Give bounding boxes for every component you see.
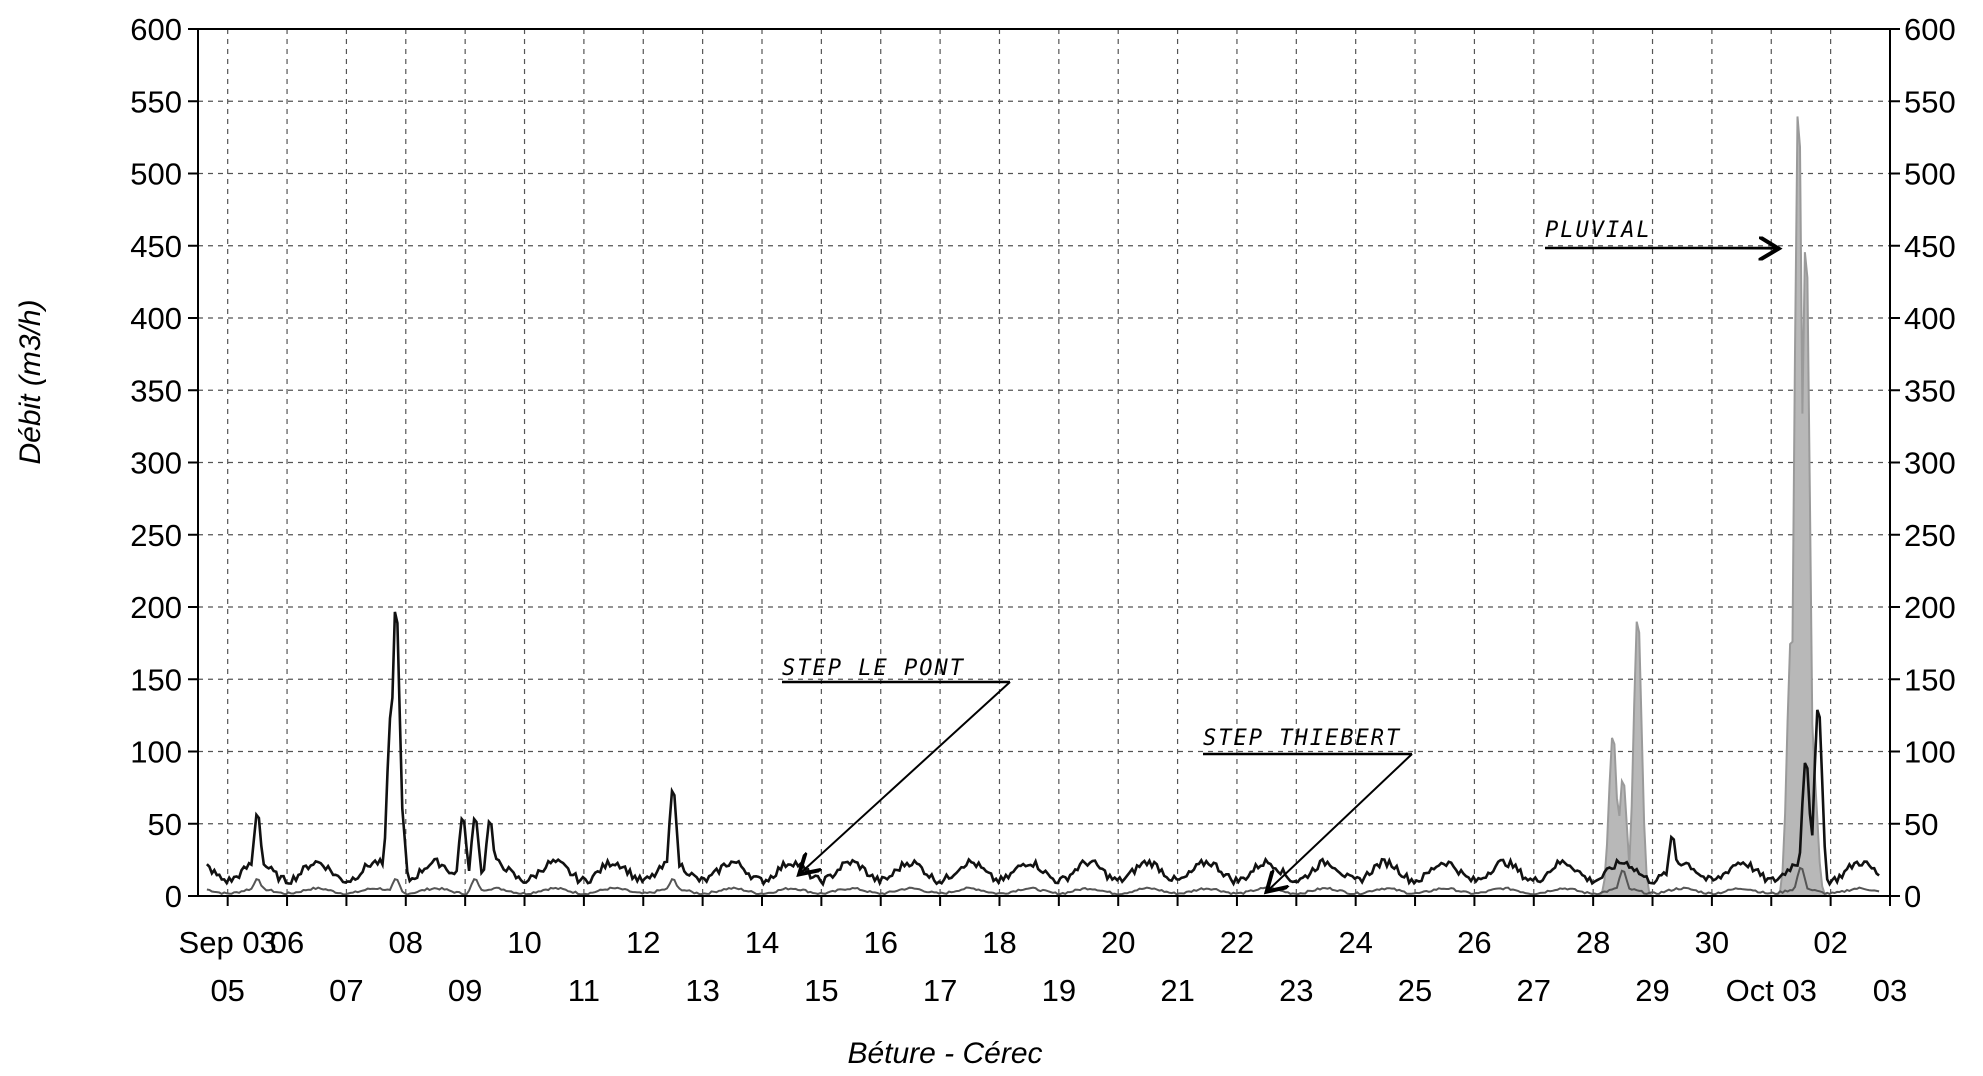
annotation-label: PLUVIAL — [1545, 218, 1652, 243]
y-tick-label-right: 450 — [1904, 229, 1956, 264]
y-tick-label-left: 450 — [130, 229, 182, 264]
x-tick-label: 17 — [923, 973, 957, 1008]
y-tick-label-right: 0 — [1904, 879, 1921, 914]
x-tick-label: 25 — [1398, 973, 1432, 1008]
y-tick-label-right: 150 — [1904, 662, 1956, 697]
y-tick-label-right: 350 — [1904, 373, 1956, 408]
y-tick-label-right: 550 — [1904, 84, 1956, 119]
x-tick-label: 11 — [568, 973, 600, 1008]
y-tick-label-right: 250 — [1904, 518, 1956, 553]
x-tick-label: Oct 03 — [1726, 973, 1817, 1008]
x-tick-label: 29 — [1635, 973, 1669, 1008]
x-tick-label: 19 — [1042, 973, 1076, 1008]
x-tick-label: Sep 03 — [179, 925, 277, 960]
x-tick-label: 12 — [626, 925, 660, 960]
y-tick-label-left: 0 — [165, 879, 182, 914]
y-tick-label-right: 500 — [1904, 157, 1956, 192]
y-tick-label-right: 300 — [1904, 446, 1956, 481]
annotation-arrow — [799, 681, 1011, 874]
x-tick-label: 21 — [1160, 973, 1194, 1008]
y-tick-label-left: 300 — [130, 446, 182, 481]
y-tick-label-right: 200 — [1904, 590, 1956, 625]
y-tick-label-right: 100 — [1904, 735, 1956, 770]
x-tick-label: 10 — [507, 925, 541, 960]
y-tick-label-left: 100 — [130, 735, 182, 770]
x-tick-label: 02 — [1813, 925, 1847, 960]
x-tick-label: 23 — [1279, 973, 1313, 1008]
x-tick-label: 28 — [1576, 925, 1610, 960]
y-tick-label-left: 150 — [130, 662, 182, 697]
x-tick-label: 16 — [863, 925, 897, 960]
x-tick-label: 22 — [1220, 925, 1254, 960]
annotation-arrow — [1699, 248, 1779, 249]
y-tick-label-right: 400 — [1904, 301, 1956, 336]
y-tick-label-left: 550 — [130, 84, 182, 119]
series-line-0 — [205, 611, 1880, 887]
y-axis-title: Débit (m3/h) — [14, 299, 47, 464]
x-tick-label: 14 — [745, 925, 779, 960]
x-tick-label: 26 — [1457, 925, 1491, 960]
y-tick-label-left: 50 — [148, 807, 182, 842]
x-axis-title: Béture - Cérec — [847, 1037, 1042, 1070]
y-tick-label-left: 400 — [130, 301, 182, 336]
x-tick-label: 27 — [1517, 973, 1551, 1008]
y-tick-label-right: 600 — [1904, 12, 1956, 47]
x-tick-label: 20 — [1101, 925, 1135, 960]
x-tick-label: 08 — [389, 925, 423, 960]
y-tick-label-right: 50 — [1904, 807, 1938, 842]
x-tick-label: 09 — [448, 973, 482, 1008]
y-tick-label-left: 250 — [130, 518, 182, 553]
annotations: STEP LE PONT STEP THIEBERT PLUVIAL — [782, 218, 1780, 892]
y-tick-label-left: 600 — [130, 12, 182, 47]
y-tick-label-left: 500 — [130, 157, 182, 192]
x-tick-label: 15 — [804, 973, 838, 1008]
x-tick-label: 03 — [1873, 973, 1907, 1008]
y-tick-label-left: 200 — [130, 590, 182, 625]
annotation-arrow — [1267, 753, 1413, 892]
x-tick-label: 05 — [210, 973, 244, 1008]
x-tick-label: 06 — [270, 925, 304, 960]
annotation-label: STEP THIEBERT — [1203, 726, 1401, 751]
gridlines — [198, 29, 1890, 896]
annotation-label: STEP LE PONT — [782, 656, 965, 681]
x-tick-label: 30 — [1695, 925, 1729, 960]
x-tick-label: 24 — [1338, 925, 1372, 960]
y-tick-label-left: 350 — [130, 373, 182, 408]
series-line-1 — [206, 866, 1880, 896]
x-tick-label: 18 — [982, 925, 1016, 960]
x-tick-label: 07 — [329, 973, 363, 1008]
x-tick-label: 13 — [685, 973, 719, 1008]
